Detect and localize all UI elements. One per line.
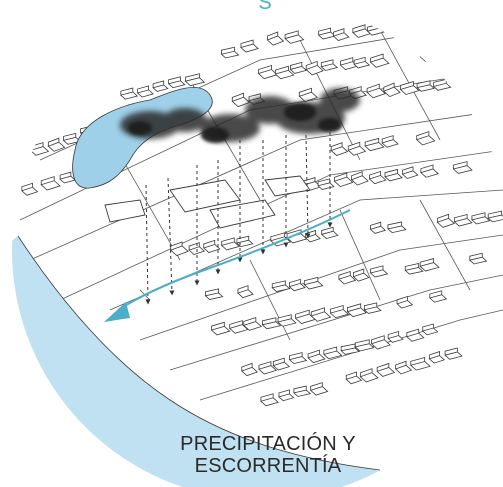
caption-line-2: ESCORRENTÍA: [194, 455, 342, 477]
caption-line-1: PRECIPITACIÓN Y: [180, 433, 356, 455]
rain-arrow-icon: [145, 132, 333, 305]
buildings: [21, 14, 503, 407]
river: [12, 236, 380, 487]
central-buildings: [104, 175, 311, 229]
runoff-arrow-icon: [104, 209, 351, 322]
top-label: S: [258, 0, 272, 14]
cloud-icon: [120, 88, 360, 143]
